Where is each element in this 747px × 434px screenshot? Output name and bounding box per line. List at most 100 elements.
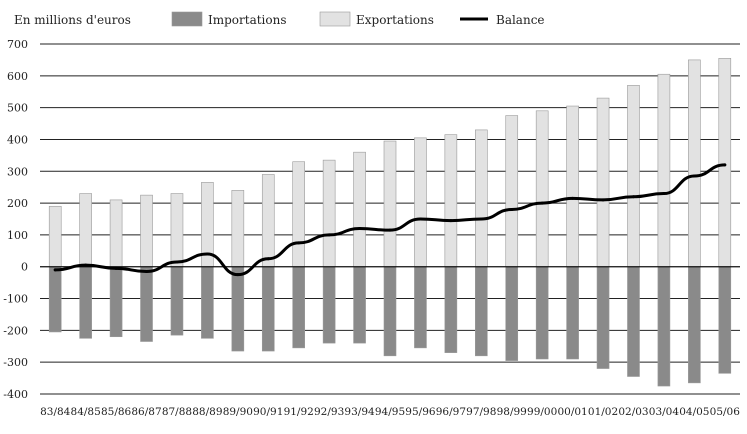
bar-importations-94-95 <box>383 266 397 357</box>
x-tick-label: 90/91 <box>253 406 283 418</box>
bar-importations-03-04 <box>657 266 671 387</box>
bar-importations-95-96 <box>414 266 427 349</box>
legend-label-importations: Importations <box>208 13 287 27</box>
x-tick-label: 86/87 <box>131 406 161 418</box>
bar-exportations-93-94 <box>353 151 366 268</box>
line-point-97-98 <box>479 217 483 221</box>
y-tick-label: -200 <box>3 324 28 337</box>
bar-exportations-89-90 <box>231 190 245 268</box>
bar-exportations-05-06 <box>718 58 732 268</box>
bar-exportations-83-84 <box>48 205 62 268</box>
x-tick-label: 01/02 <box>588 406 618 418</box>
x-tick-label: 00/01 <box>557 406 587 418</box>
line-point-92-93 <box>327 233 331 237</box>
line-point-00-01 <box>571 196 575 200</box>
legend-swatch-importations <box>171 11 203 27</box>
bar-importations-96-97 <box>444 266 458 353</box>
x-tick-label: 96/97 <box>436 406 466 418</box>
line-point-93-94 <box>358 227 362 231</box>
legend: Importations Exportations Balance <box>171 11 545 27</box>
bar-exportations-91-92 <box>292 161 305 268</box>
balance-line-group <box>53 163 727 277</box>
x-tick-label: 92/93 <box>314 406 344 418</box>
x-tick-label: 84/85 <box>71 406 101 418</box>
x-tick-label: 02/03 <box>618 406 648 418</box>
bar-exportations-87-88 <box>170 193 184 268</box>
line-point-02-03 <box>631 195 635 199</box>
bar-importations-98-99 <box>505 266 519 361</box>
bar-exportations-02-03 <box>627 85 640 268</box>
y-tick-label: 100 <box>7 229 28 242</box>
line-point-96-97 <box>449 219 453 223</box>
bar-exportations-97-98 <box>475 129 488 268</box>
legend-swatch-exportations <box>319 11 351 27</box>
bar-importations-02-03 <box>627 266 640 377</box>
y-axis: 700 600 500 400 300 200 100 0 -100 -200 -300 -400 <box>3 38 28 401</box>
unit-label: En millions d'euros <box>14 13 131 27</box>
line-point-94-95 <box>388 228 392 232</box>
bar-exportations-84-85 <box>79 193 92 268</box>
line-point-03-04 <box>662 192 666 196</box>
bar-importations-87-88 <box>170 266 184 336</box>
x-tick-label: 95/96 <box>405 406 436 418</box>
line-point-05-06 <box>723 163 727 167</box>
bar-importations-88-89 <box>201 266 214 339</box>
bar-importations-05-06 <box>718 266 732 374</box>
x-tick-label: 03/04 <box>649 406 680 418</box>
x-tick-label: 83/84 <box>40 406 71 418</box>
legend-label-exportations: Exportations <box>356 13 434 27</box>
bar-exportations-86-87 <box>140 194 153 268</box>
line-point-84-85 <box>84 263 88 267</box>
bar-importations-01-02 <box>596 266 610 369</box>
y-tick-label: -100 <box>3 293 28 306</box>
bar-importations-89-90 <box>231 266 245 352</box>
line-point-85-86 <box>114 266 118 270</box>
bar-exportations-94-95 <box>383 140 397 268</box>
x-tick-label: 89/90 <box>223 406 253 418</box>
y-tick-label: 600 <box>7 70 28 83</box>
line-point-04-05 <box>692 174 696 178</box>
line-point-01-02 <box>601 198 605 202</box>
x-tick-label: 85/86 <box>101 406 132 418</box>
line-point-88-89 <box>205 252 209 256</box>
line-point-95-96 <box>418 217 422 221</box>
line-point-87-88 <box>175 260 179 264</box>
legend-label-balance: Balance <box>496 13 545 27</box>
y-tick-label: 0 <box>21 261 28 274</box>
bar-exportations-85-86 <box>109 199 123 268</box>
bar-exportations-99-00 <box>535 110 549 268</box>
y-tick-label: -300 <box>3 356 28 369</box>
bar-exportations-04-05 <box>688 59 701 268</box>
bar-importations-85-86 <box>109 266 123 338</box>
y-tick-label: 700 <box>7 38 28 51</box>
line-point-99-00 <box>540 201 544 205</box>
bar-importations-00-01 <box>566 266 579 360</box>
bar-importations-99-00 <box>535 266 549 360</box>
bar-exportations-96-97 <box>444 134 458 268</box>
bar-exportations-01-02 <box>596 97 610 268</box>
bar-importations-93-94 <box>353 266 366 344</box>
bar-importations-04-05 <box>688 266 701 384</box>
x-tick-label: 99/00 <box>527 406 557 418</box>
y-tick-label: 200 <box>7 197 28 210</box>
bar-exportations-95-96 <box>414 137 427 268</box>
y-tick-label: 500 <box>7 102 28 115</box>
bar-importations-91-92 <box>292 266 305 349</box>
bar-exportations-98-99 <box>505 115 519 268</box>
y-tick-label: 400 <box>7 133 28 146</box>
line-point-83-84 <box>53 268 57 272</box>
x-tick-label: 93/94 <box>344 406 375 418</box>
x-axis: 83/84 84/85 85/86 86/87 87/88 88/89 89/90 90/91… <box>40 406 740 418</box>
bar-exportations-90-91 <box>261 174 275 268</box>
y-tick-label: 300 <box>7 165 28 178</box>
y-tick-label: -400 <box>3 388 28 401</box>
x-tick-label: 88/89 <box>192 406 222 418</box>
bar-exportations-92-93 <box>322 159 336 268</box>
line-point-89-90 <box>236 273 240 277</box>
bar-importations-90-91 <box>261 266 275 352</box>
bar-exportations-03-04 <box>657 73 671 268</box>
line-point-90-91 <box>266 257 270 261</box>
x-tick-label: 05/06 <box>710 406 741 418</box>
